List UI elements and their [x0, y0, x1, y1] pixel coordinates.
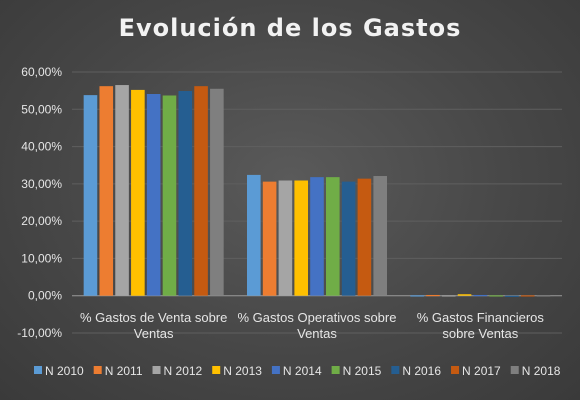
- legend-label: N 2015: [343, 364, 382, 378]
- bar: [410, 295, 424, 297]
- bar: [162, 95, 177, 296]
- x-category-label: % Gastos de Venta sobre: [80, 310, 227, 325]
- bar: [278, 180, 293, 296]
- bar: [489, 295, 503, 297]
- bar: [178, 91, 193, 296]
- bar: [247, 174, 261, 296]
- legend-label: N 2012: [164, 364, 203, 378]
- y-tick-label: 40,00%: [21, 140, 62, 154]
- x-category-label: sobre Ventas: [442, 326, 518, 341]
- x-category-label: % Gastos Operativos sobre: [238, 310, 397, 325]
- bar: [373, 176, 387, 296]
- legend-swatch: [331, 366, 340, 374]
- legend-swatch: [212, 366, 221, 374]
- bar: [99, 86, 114, 296]
- legend-label: N 2010: [45, 364, 84, 378]
- legend-swatch: [93, 366, 102, 374]
- legend-swatch: [510, 366, 519, 374]
- legend-label: N 2018: [522, 364, 561, 378]
- bar: [357, 178, 372, 296]
- legend-swatch: [391, 366, 400, 374]
- bar: [194, 86, 208, 296]
- bar: [341, 181, 356, 296]
- x-category-label: Ventas: [297, 326, 337, 341]
- y-tick-label: 20,00%: [21, 214, 62, 228]
- legend-label: N 2017: [462, 364, 501, 378]
- bar: [262, 181, 277, 296]
- bar: [115, 85, 129, 296]
- bar: [536, 295, 551, 297]
- bar: [210, 88, 224, 296]
- y-tick-label: -10,00%: [17, 326, 62, 340]
- bar: [473, 294, 488, 297]
- bar: [310, 177, 324, 296]
- bar: [520, 295, 535, 297]
- bar: [131, 89, 145, 296]
- chart-title: Evolución de los Gastos: [118, 14, 462, 42]
- y-tick-label: 50,00%: [21, 102, 62, 116]
- bar: [294, 180, 308, 296]
- legend-swatch: [271, 366, 280, 374]
- bar: [441, 295, 456, 297]
- legend-swatch: [451, 366, 460, 374]
- x-category-label: Ventas: [134, 326, 174, 341]
- bar: [326, 177, 340, 296]
- bar: [457, 294, 472, 296]
- y-tick-label: 30,00%: [21, 177, 62, 191]
- legend-label: N 2011: [105, 364, 143, 378]
- bar: [505, 295, 519, 297]
- y-tick-label: 0,00%: [28, 289, 62, 303]
- y-tick-label: 10,00%: [21, 251, 62, 265]
- bar: [146, 93, 161, 296]
- y-tick-label: 60,00%: [21, 65, 62, 79]
- x-category-label: % Gastos Financieros: [417, 310, 545, 325]
- legend-label: N 2016: [402, 364, 441, 378]
- legend-swatch: [34, 366, 42, 374]
- legend-label: N 2014: [283, 364, 322, 378]
- legend-swatch: [152, 366, 161, 374]
- legend-label: N 2013: [223, 364, 262, 378]
- bar: [83, 95, 98, 296]
- bar: [426, 294, 440, 297]
